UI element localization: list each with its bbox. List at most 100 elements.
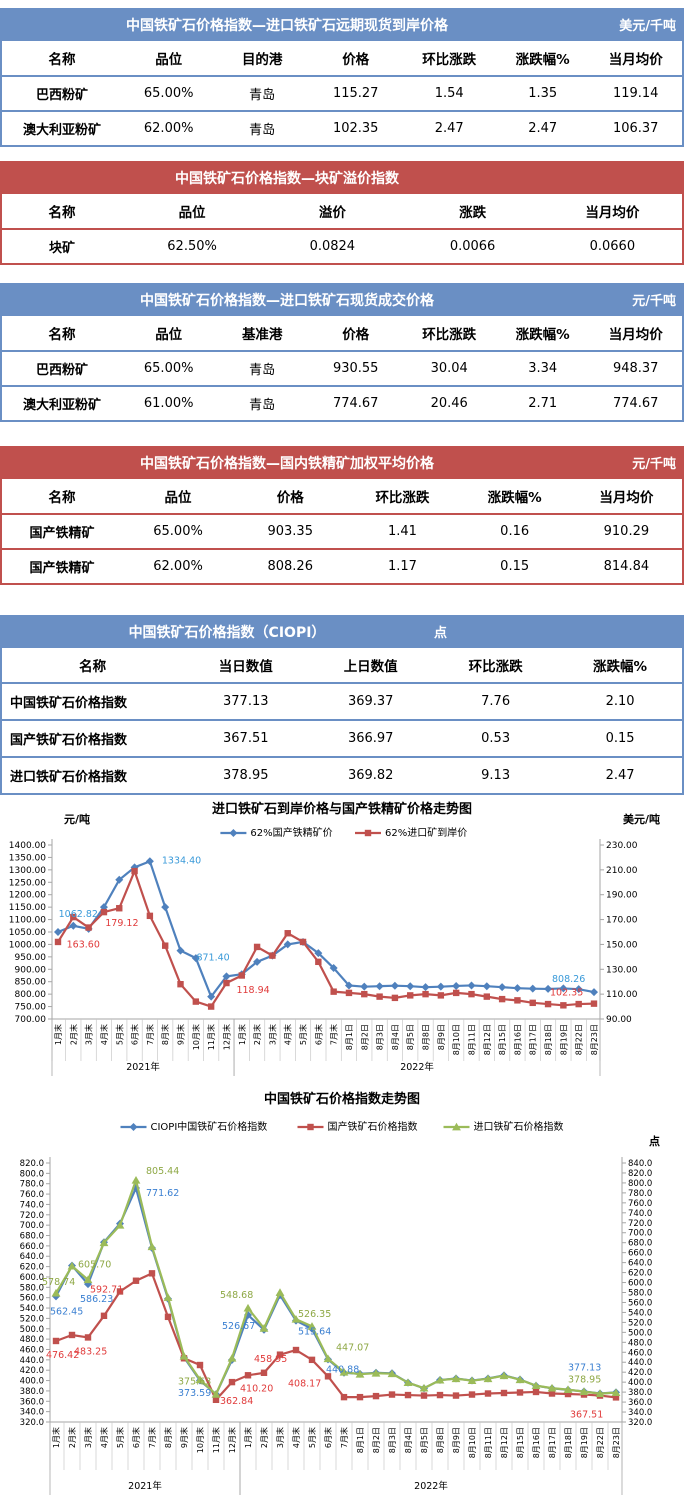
- right-tick-label: 480.0: [628, 1338, 652, 1348]
- x-axis-label: 8月16日: [513, 1024, 522, 1055]
- square-marker: [253, 943, 261, 951]
- year-group-label: 2022年: [400, 1061, 434, 1073]
- x-axis-label: 5月末: [307, 1427, 317, 1448]
- square-marker: [70, 913, 77, 921]
- square-marker: [85, 924, 92, 931]
- diamond-marker: [513, 984, 522, 993]
- x-axis-label: 8月3日: [388, 1427, 397, 1453]
- square-marker: [468, 990, 475, 998]
- x-axis-label: 3月末: [267, 1024, 277, 1045]
- data-label: 771.62: [146, 1188, 179, 1199]
- triangle-marker: [83, 1275, 93, 1284]
- left-tick-label: 680.0: [20, 1232, 44, 1242]
- table-cell: 2.47: [528, 121, 558, 136]
- table-row: 国产铁精矿 65.00% 903.35 1.41 0.16 910.29: [1, 514, 683, 550]
- triangle-marker: [499, 1371, 509, 1380]
- right-tick-label: 560.0: [628, 1298, 652, 1308]
- x-axis-label: 11月末: [206, 1024, 216, 1050]
- x-axis-label: 8月2日: [360, 1024, 369, 1050]
- left-tick-label: 800.00: [15, 990, 47, 1000]
- column-header: 当月均价: [542, 194, 683, 230]
- legend-label: 国产铁矿石价格指数: [328, 1120, 418, 1133]
- x-axis-label: 3月末: [84, 1024, 94, 1045]
- x-axis-label: 3月末: [83, 1427, 93, 1448]
- table-cell: 3.34: [495, 351, 590, 387]
- table-title-bar: 中国铁矿石价格指数（CIOPI） 点: [0, 615, 684, 648]
- table-row: 澳大利亚粉矿 62.00% 青岛 102.35 2.47 2.47 106.37: [1, 111, 683, 146]
- square-marker: [388, 1391, 396, 1398]
- diamond-marker: [115, 875, 124, 884]
- x-axis-label: 1月末: [51, 1427, 61, 1448]
- data-label: 808.26: [552, 974, 585, 985]
- square-marker: [116, 905, 123, 912]
- data-label: 375.63: [178, 1376, 211, 1387]
- square-marker: [437, 992, 445, 999]
- square-marker: [483, 993, 490, 1000]
- table-cell: 青岛: [249, 123, 276, 138]
- left-tick-label: 700.00: [15, 1015, 47, 1025]
- table-title: 中国铁矿石价格指数—进口铁矿石现货成交价格: [140, 292, 434, 309]
- table-cell: 0.0824: [309, 239, 356, 254]
- square-marker: [564, 1390, 572, 1398]
- diamond-marker: [498, 983, 507, 992]
- data-label: 440.88: [326, 1364, 359, 1375]
- column-header: 涨跌幅%: [558, 648, 683, 684]
- table-cell: 808.26: [267, 559, 313, 574]
- x-axis-label: 5月末: [115, 1427, 125, 1448]
- left-tick-label: 1250.00: [9, 878, 46, 888]
- series-line-2: [55, 1176, 617, 1397]
- left-tick-label: 380.0: [20, 1387, 44, 1397]
- data-label: 592.71: [90, 1285, 123, 1296]
- table-cell: 0.15: [558, 720, 683, 758]
- table-cell: 国产铁矿石价格指数: [1, 720, 184, 758]
- triangle-marker: [243, 1303, 253, 1312]
- table-cell: 378.95: [223, 768, 269, 783]
- square-marker: [529, 999, 536, 1007]
- table-cell: 2.71: [528, 396, 558, 411]
- chart-ciopi-index-trend: 中国铁矿石价格指数走势图点320.0340.0360.0380.0400.042…: [20, 1091, 660, 1495]
- table-unit-label: 点: [434, 626, 448, 641]
- legend-label: CIOPI中国铁矿石价格指数: [151, 1120, 268, 1133]
- right-tick-label: 90.00: [606, 1015, 632, 1025]
- right-tick-label: 680.0: [628, 1239, 652, 1249]
- table-cell: 119.14: [589, 76, 683, 112]
- table-cell: 930.55: [308, 351, 403, 387]
- triangle-marker: [147, 1242, 157, 1251]
- table-cell: 65.00%: [121, 351, 216, 387]
- square-marker: [330, 988, 337, 995]
- x-axis-label: 8月12日: [483, 1024, 492, 1055]
- x-axis-label: 6月末: [131, 1427, 141, 1448]
- triangle-marker: [227, 1354, 237, 1362]
- table-cell: 2.47: [605, 768, 635, 783]
- right-tick-label: 110.00: [606, 990, 638, 1000]
- data-label: 378.95: [568, 1375, 601, 1386]
- table-cell: 102.35: [332, 121, 379, 136]
- left-tick-label: 400.0: [20, 1377, 44, 1387]
- right-tick-label: 230.00: [606, 841, 638, 851]
- table-cell: 2.47: [434, 121, 464, 136]
- price-table-grid: 名称 当日数值 上日数值 环比涨跌 涨跌幅% 中国铁矿石价格指数 377.13 369.37 7…: [0, 648, 684, 795]
- square-marker: [548, 1390, 556, 1397]
- diamond-marker: [360, 982, 369, 991]
- table-cell: 65.00%: [121, 76, 216, 112]
- table-cell: 7.76: [433, 683, 559, 721]
- square-marker: [164, 1313, 172, 1321]
- x-axis-label: 8月8日: [422, 1024, 431, 1050]
- x-axis-label: 1月末: [243, 1427, 253, 1448]
- column-header: 名称: [1, 479, 122, 515]
- x-axis-label: 9月末: [176, 1024, 186, 1045]
- square-marker: [575, 1000, 582, 1008]
- diamond-marker: [421, 983, 430, 992]
- x-axis-label: 8月5日: [406, 1024, 415, 1050]
- table-cell: 1.54: [402, 76, 496, 112]
- diamond-marker: [207, 992, 216, 1001]
- x-axis-label: 8月4日: [404, 1427, 413, 1453]
- series-line-0: [55, 1184, 617, 1397]
- column-header: 涨跌幅%: [495, 41, 590, 77]
- data-label: 447.07: [336, 1343, 369, 1354]
- x-axis-label: 8月16日: [532, 1427, 541, 1458]
- square-marker: [372, 1392, 380, 1400]
- data-label: 118.94: [236, 985, 269, 996]
- square-marker: [207, 1003, 215, 1010]
- table-cell: 1.41: [346, 514, 459, 550]
